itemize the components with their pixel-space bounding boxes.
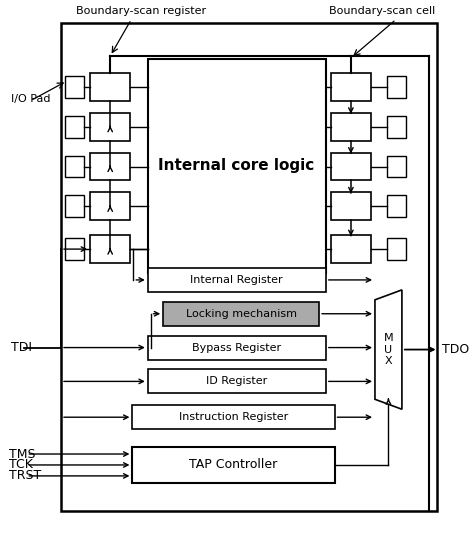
Bar	[132, 405, 335, 429]
Text: TDI: TDI	[11, 341, 32, 354]
Bar	[148, 59, 326, 273]
Bar	[90, 152, 130, 181]
Bar	[90, 235, 130, 263]
Bar	[90, 192, 130, 220]
Text: Internal core logic: Internal core logic	[158, 158, 314, 173]
Text: Boundary-scan cell: Boundary-scan cell	[328, 6, 435, 17]
Bar	[386, 196, 406, 217]
Bar	[386, 238, 406, 260]
Bar	[331, 113, 371, 141]
Text: I/O Pad: I/O Pad	[11, 94, 51, 104]
Bar	[148, 268, 326, 292]
Bar	[148, 369, 326, 393]
Bar	[65, 76, 84, 98]
Bar	[331, 73, 371, 101]
Text: TMS: TMS	[9, 448, 36, 461]
Polygon shape	[375, 290, 402, 409]
Bar	[132, 447, 335, 483]
Text: ID Register: ID Register	[206, 376, 267, 386]
Text: TDO: TDO	[442, 343, 470, 356]
Bar	[163, 302, 319, 326]
Bar	[386, 156, 406, 177]
Bar	[65, 116, 84, 138]
Text: Instruction Register: Instruction Register	[179, 412, 288, 422]
Bar	[331, 192, 371, 220]
Text: TRST: TRST	[9, 470, 41, 482]
Text: Internal Register: Internal Register	[190, 275, 283, 285]
Bar	[65, 156, 84, 177]
Text: Bypass Register: Bypass Register	[192, 343, 281, 352]
Text: Locking mechanism: Locking mechanism	[186, 309, 297, 319]
Bar	[90, 73, 130, 101]
Text: TCK: TCK	[9, 458, 33, 472]
Bar	[386, 76, 406, 98]
Text: Boundary-scan register: Boundary-scan register	[76, 6, 206, 17]
Text: TAP Controller: TAP Controller	[189, 458, 278, 472]
Bar	[61, 23, 437, 511]
Bar	[65, 196, 84, 217]
Bar	[65, 238, 84, 260]
Bar	[331, 152, 371, 181]
Bar	[90, 113, 130, 141]
Text: M
U
X: M U X	[383, 333, 393, 366]
Bar	[386, 116, 406, 138]
Bar	[331, 235, 371, 263]
Bar	[148, 336, 326, 360]
